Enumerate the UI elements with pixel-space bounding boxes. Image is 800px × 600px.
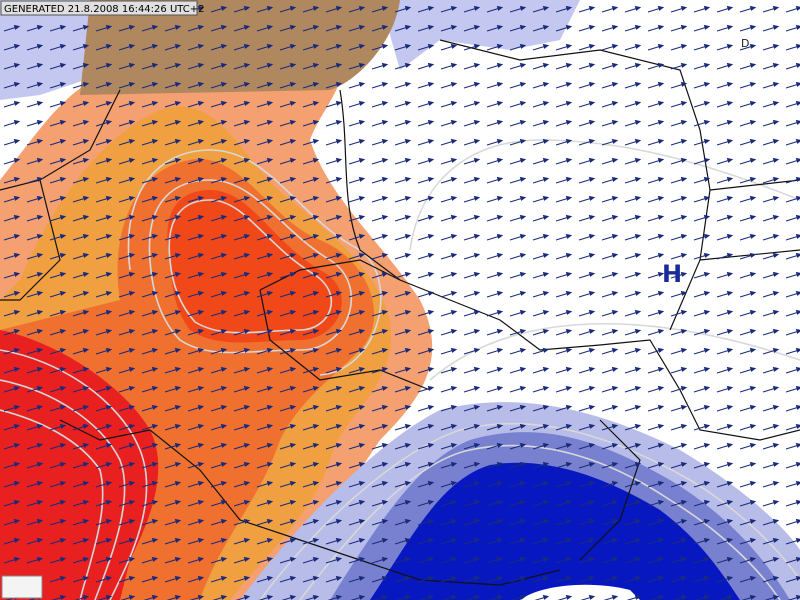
pressure-label: H	[662, 260, 682, 288]
country-label: D	[741, 37, 749, 50]
stamp-box	[0, 0, 198, 16]
generated-stamp: GENERATED 21.8.2008 16:44:26 UTC+2	[4, 4, 205, 15]
legend-icon	[1, 575, 43, 599]
